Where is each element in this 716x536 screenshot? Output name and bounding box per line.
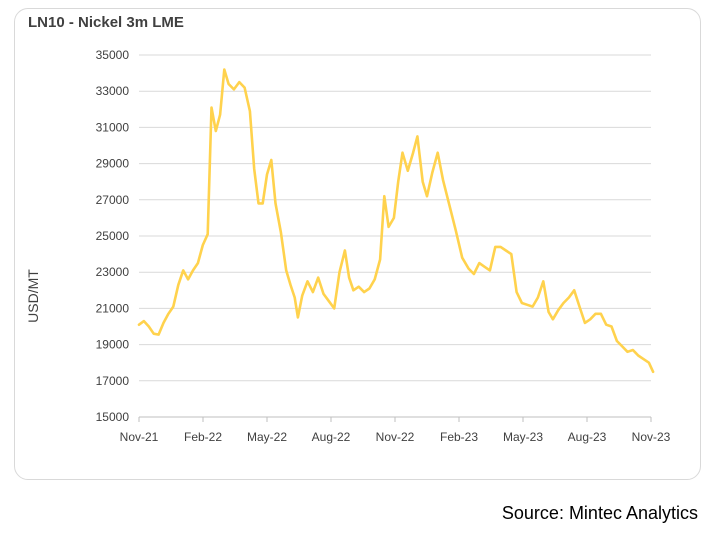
chart-title: LN10 - Nickel 3m LME — [28, 14, 184, 31]
y-tick-label: 21000 — [96, 301, 130, 315]
y-tick-label: 19000 — [96, 338, 130, 352]
y-tick-label: 17000 — [96, 374, 130, 388]
axes: 15000 17000 19000 21000 23000 25000 27000 29000… — [96, 48, 671, 444]
x-tick-label: Nov-23 — [632, 430, 671, 444]
y-axis-title: USD/MT — [25, 269, 41, 323]
chart-card — [14, 8, 701, 480]
x-tick-label: Nov-22 — [376, 430, 415, 444]
x-tick-label: Aug-22 — [312, 430, 351, 444]
x-tick-label: Nov-21 — [120, 430, 159, 444]
y-tick-label: 31000 — [96, 120, 130, 134]
y-tick-label: 27000 — [96, 193, 130, 207]
y-tick-label: 29000 — [96, 157, 130, 171]
x-tick-label: Feb-22 — [184, 430, 222, 444]
y-tick-label: 35000 — [96, 48, 130, 62]
series-layer — [137, 68, 655, 374]
x-tick-label: Aug-23 — [568, 430, 607, 444]
x-tick-label: Feb-23 — [440, 430, 478, 444]
series-line — [137, 68, 655, 374]
x-tick-label: May-23 — [503, 430, 543, 444]
gridlines — [139, 54, 651, 382]
source-caption: Source: Mintec Analytics — [501, 503, 698, 523]
y-tick-label: 23000 — [96, 265, 130, 279]
y-tick-label: 33000 — [96, 84, 130, 98]
y-tick-label: 15000 — [96, 410, 130, 424]
x-tick-label: May-22 — [247, 430, 287, 444]
y-tick-label: 25000 — [96, 229, 130, 243]
